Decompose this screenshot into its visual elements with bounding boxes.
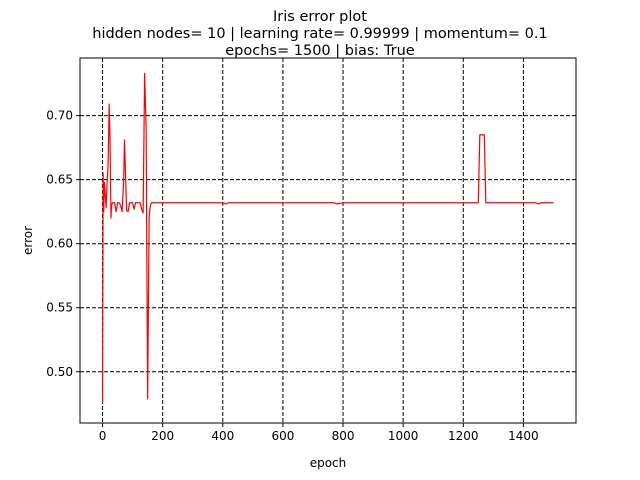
error-series-line (101, 72, 554, 404)
y-tick-label: 0.60 (46, 237, 73, 251)
chart-title-line-1: Iris error plot (273, 9, 367, 25)
x-axis-label: epoch (310, 456, 347, 470)
y-tick-label: 0.50 (46, 365, 73, 379)
x-tick-label: 200 (151, 429, 174, 443)
chart-title: Iris error plot hidden nodes= 10 | learn… (92, 9, 548, 59)
y-tick-label: 0.55 (46, 301, 73, 315)
chart-title-line-2: hidden nodes= 10 | learning rate= 0.9999… (92, 26, 548, 42)
x-tick-label: 1000 (388, 429, 419, 443)
x-tick-label: 1400 (508, 429, 539, 443)
plot-area-frame (79, 57, 577, 424)
y-tick-label: 0.70 (46, 109, 73, 123)
chart-title-line-3: epochs= 1500 | bias: True (225, 43, 415, 59)
x-tick-label: 1200 (448, 429, 479, 443)
y-tick-label: 0.65 (46, 173, 73, 187)
x-tick-label: 400 (211, 429, 234, 443)
x-tick-label: 600 (271, 429, 294, 443)
y-axis-label: error (21, 226, 35, 255)
x-tick-label: 0 (99, 429, 107, 443)
x-axis-ticks: 0 200 400 600 800 1000 1200 1400 (99, 423, 539, 443)
y-axis-ticks: 0.50 0.55 0.60 0.65 0.70 (46, 109, 80, 379)
data-series (101, 72, 554, 404)
x-tick-label: 800 (332, 429, 355, 443)
